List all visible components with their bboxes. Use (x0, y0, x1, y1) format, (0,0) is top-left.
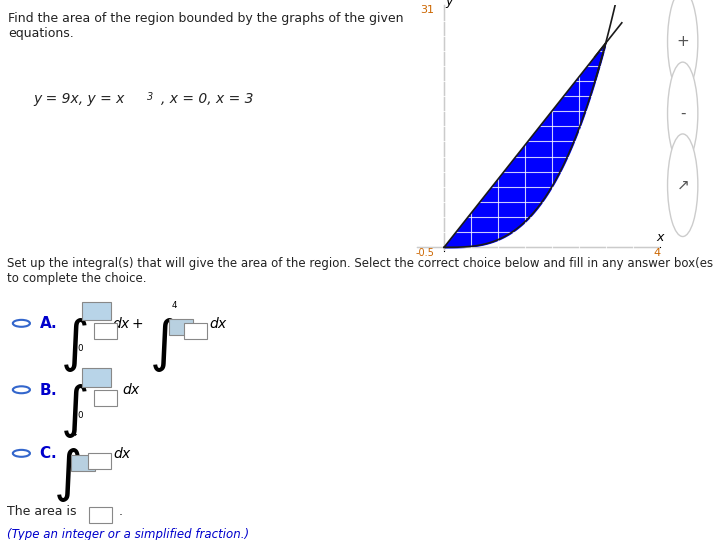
Text: 4: 4 (653, 248, 660, 259)
Text: $\mathbf{C.}$: $\mathbf{C.}$ (39, 446, 56, 461)
Text: $dx$: $dx$ (113, 446, 132, 461)
Text: ↗: ↗ (677, 178, 689, 193)
Text: .: . (119, 504, 123, 518)
Text: , x = 0, x = 3: , x = 0, x = 3 (161, 92, 254, 106)
FancyBboxPatch shape (71, 455, 95, 471)
Text: -0.5: -0.5 (416, 248, 435, 259)
Text: The area is: The area is (7, 504, 76, 518)
FancyBboxPatch shape (184, 323, 207, 339)
Text: 31: 31 (420, 5, 434, 15)
FancyBboxPatch shape (94, 323, 117, 339)
FancyBboxPatch shape (94, 390, 117, 406)
Text: $dx$: $dx$ (210, 316, 228, 331)
Text: $dx +$: $dx +$ (113, 316, 144, 331)
FancyBboxPatch shape (88, 454, 111, 469)
Text: (Type an integer or a simplified fraction.): (Type an integer or a simplified fractio… (7, 528, 250, 540)
FancyBboxPatch shape (169, 319, 193, 335)
FancyBboxPatch shape (89, 507, 112, 523)
Text: $\mathbf{B.}$: $\mathbf{B.}$ (39, 382, 57, 398)
Text: $dx$: $dx$ (123, 382, 141, 397)
Circle shape (667, 62, 698, 165)
Text: y: y (446, 0, 453, 9)
Text: $\int$: $\int$ (60, 382, 87, 441)
Text: $_0$: $_0$ (77, 408, 84, 421)
Circle shape (667, 0, 698, 93)
FancyBboxPatch shape (82, 302, 111, 320)
Text: $\int$: $\int$ (149, 316, 176, 374)
Text: 3: 3 (147, 92, 153, 103)
Text: $^4$: $^4$ (171, 301, 178, 314)
Text: Set up the integral(s) that will give the area of the region. Select the correct: Set up the integral(s) that will give th… (7, 257, 713, 285)
Text: x: x (656, 231, 663, 244)
Text: +: + (677, 34, 689, 49)
Text: $\int$: $\int$ (60, 316, 87, 374)
FancyBboxPatch shape (82, 368, 111, 387)
Text: $^4$: $^4$ (71, 429, 78, 442)
Text: $_0$: $_0$ (77, 341, 84, 354)
Text: $\mathbf{A.}$: $\mathbf{A.}$ (39, 315, 57, 332)
Text: $\int$: $\int$ (53, 446, 80, 504)
Text: -: - (680, 106, 685, 121)
Circle shape (667, 134, 698, 237)
Text: y = 9x, y = x: y = 9x, y = x (33, 92, 125, 106)
Text: Find the area of the region bounded by the graphs of the given
equations.: Find the area of the region bounded by t… (9, 12, 404, 40)
